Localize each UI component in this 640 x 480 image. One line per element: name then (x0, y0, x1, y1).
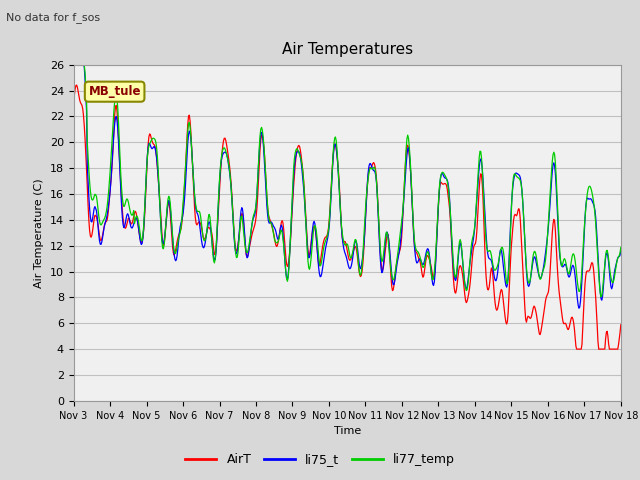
li75_t (221, 149, 229, 155)
li75_t (431, 279, 438, 285)
li77_temp (431, 269, 438, 275)
li75_t (137, 240, 145, 245)
AirT (617, 322, 625, 328)
li75_t (415, 258, 422, 264)
Line: AirT: AirT (74, 85, 621, 349)
AirT (431, 273, 438, 279)
li77_temp (617, 244, 625, 250)
li77_temp (597, 294, 605, 300)
li75_t (575, 305, 583, 311)
AirT (81, 122, 88, 128)
AirT (192, 221, 200, 227)
AirT (70, 102, 77, 108)
li77_temp (415, 250, 422, 255)
Legend: AirT, li75_t, li77_temp: AirT, li75_t, li77_temp (180, 448, 460, 471)
li75_t (81, 64, 88, 70)
Text: MB_tule: MB_tule (88, 85, 141, 98)
li77_temp (70, 62, 78, 68)
li75_t (70, 69, 77, 75)
li75_t (192, 207, 200, 213)
li75_t (70, 62, 78, 68)
Text: No data for f_sos: No data for f_sos (6, 12, 100, 23)
li77_temp (137, 234, 145, 240)
Title: Air Temperatures: Air Temperatures (282, 42, 413, 57)
AirT (573, 346, 580, 352)
X-axis label: Time: Time (333, 426, 361, 436)
AirT (137, 238, 145, 244)
AirT (73, 82, 81, 88)
li75_t (617, 248, 625, 253)
li77_temp (70, 66, 77, 72)
AirT (415, 254, 422, 260)
Line: li77_temp: li77_temp (74, 65, 621, 297)
li77_temp (81, 62, 88, 68)
Y-axis label: Air Temperature (C): Air Temperature (C) (34, 178, 44, 288)
li77_temp (221, 146, 229, 152)
Line: li75_t: li75_t (74, 65, 621, 308)
AirT (221, 135, 229, 141)
li77_temp (192, 204, 200, 210)
